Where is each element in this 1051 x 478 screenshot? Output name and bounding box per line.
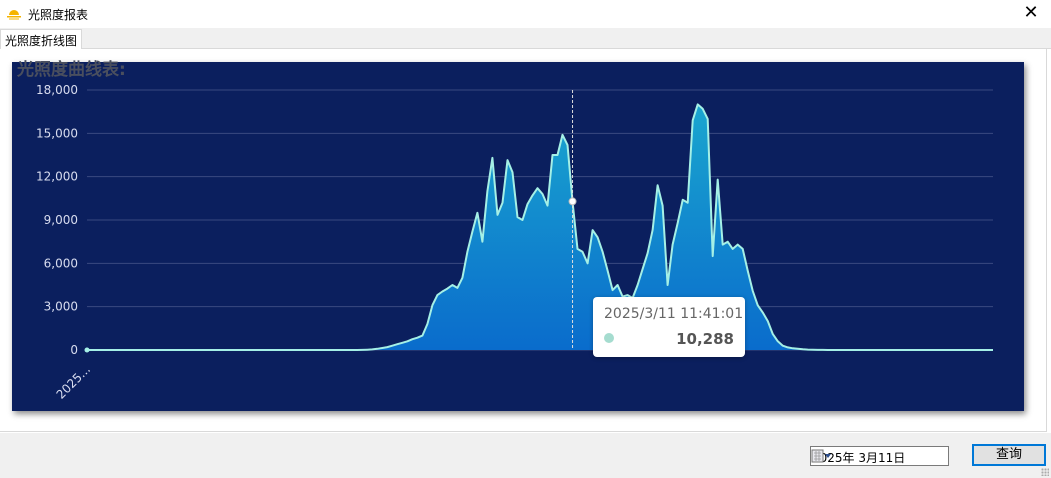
- light-chart[interactable]: 0 3,000 6,000 9,000 12,000 15,000 18,000 2025..…: [12, 62, 1024, 411]
- resize-grip[interactable]: [1041, 468, 1049, 476]
- title-bar: 光照度报表 ✕: [0, 0, 1051, 28]
- calendar-dropdown-icon[interactable]: [811, 449, 833, 463]
- tooltip-data-point: [568, 197, 577, 206]
- series-area: [87, 104, 993, 351]
- window-title: 光照度报表: [28, 8, 89, 22]
- y-tick-label: 3,000: [44, 300, 78, 314]
- tooltip-value: 10,288: [676, 330, 734, 348]
- date-picker[interactable]: 2025年 3月11日: [810, 446, 949, 466]
- tooltip-marker: [604, 333, 614, 343]
- y-tick-label: 12,000: [36, 170, 78, 184]
- chart-panel: 0 3,000 6,000 9,000 12,000 15,000 18,000 2025..…: [12, 62, 1024, 411]
- x-tick-label: 2025...: [54, 362, 94, 402]
- y-tick-label: 18,000: [36, 83, 78, 97]
- chart-tooltip: 2025/3/11 11:41:01 10,288: [593, 297, 745, 357]
- date-value: 2025年 3月11日: [812, 451, 906, 465]
- y-tick-label: 9,000: [44, 213, 78, 227]
- sun-icon: [7, 10, 21, 20]
- y-tick-label: 0: [70, 343, 78, 357]
- query-button[interactable]: 查询: [972, 444, 1046, 466]
- series-start-point: [84, 347, 90, 353]
- tooltip-label: 2025/3/11 11:41:01: [604, 306, 744, 322]
- tab-strip: 光照度折线图: [0, 28, 1051, 50]
- chart-title: 光照度曲线表:: [17, 60, 126, 80]
- close-button[interactable]: ✕: [1023, 2, 1039, 23]
- y-tick-label: 6,000: [44, 256, 78, 270]
- tab-line-chart[interactable]: 光照度折线图: [0, 29, 83, 50]
- y-tick-label: 15,000: [36, 126, 78, 140]
- series-line: [87, 103, 993, 351]
